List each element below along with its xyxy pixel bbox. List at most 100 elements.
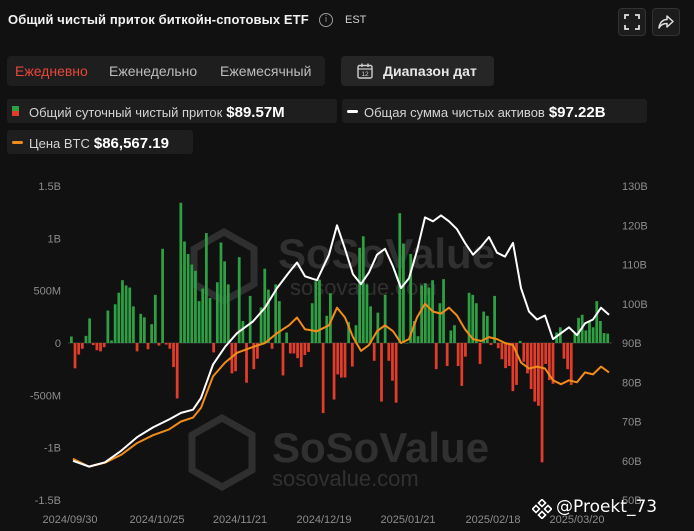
inflow-bar — [95, 343, 99, 351]
inflow-bar — [150, 324, 154, 343]
inflow-bar — [245, 343, 248, 383]
inflow-bar — [234, 343, 237, 372]
credit-text: @Proekt_73 — [556, 497, 658, 517]
inflow-bar — [485, 315, 489, 343]
inflow-bar — [489, 343, 493, 346]
legend-btc-price[interactable]: Цена BTC $86,567.19 — [7, 130, 193, 154]
inflow-bar — [299, 343, 303, 368]
net-assets-line — [72, 214, 610, 468]
inflow-bar — [555, 332, 559, 343]
x-tick-label: 2025/02/18 — [465, 514, 520, 526]
legend-inflow-label: Общий суточный чистый приток — [29, 105, 223, 120]
x-tick-label: 2025/03/20 — [549, 514, 604, 526]
legend-assets-label: Общая сумма чистых активов — [364, 105, 545, 120]
inflow-bar — [515, 343, 518, 385]
inflow-bar — [321, 343, 325, 414]
inflow-bar — [511, 343, 515, 392]
inflow-bar — [606, 333, 610, 343]
inflow-bars — [70, 202, 610, 463]
legend-inflow[interactable]: Общий суточный чистый приток $89.57M — [7, 99, 337, 123]
inflow-bar — [307, 343, 310, 352]
inflow-bar — [551, 343, 555, 384]
inflow-bar — [128, 287, 132, 343]
inflow-bar — [453, 325, 456, 343]
inflow-bar — [467, 292, 471, 343]
inflow-bar — [358, 247, 361, 343]
inflow-bar — [318, 279, 321, 343]
inflow-bar — [343, 343, 347, 378]
right-tick-label: 60B — [622, 456, 642, 468]
btc-price-line — [72, 302, 610, 468]
inflow-bar — [584, 330, 588, 343]
inflow-bar — [595, 301, 599, 343]
inflow-bar — [183, 241, 186, 343]
inflow-bar — [259, 307, 263, 343]
inflow-bar — [533, 343, 537, 402]
inflow-bar — [281, 343, 285, 376]
inflow-bar — [350, 343, 354, 367]
inflow-bar — [186, 254, 190, 343]
calendar-icon: 12 — [357, 63, 373, 79]
inflow-bar — [303, 343, 307, 356]
etf-flow-chart: SoSoValuesosovalue.comSoSoValuesosovalue… — [30, 181, 648, 526]
inflow-bar — [248, 295, 252, 343]
inflow-bar — [420, 285, 424, 343]
x-tick-label: 2024/12/19 — [296, 514, 351, 526]
inflow-bar — [398, 213, 402, 343]
inflow-bar — [475, 303, 478, 343]
right-tick-label: 120B — [622, 220, 648, 232]
inflow-bar — [544, 343, 548, 364]
inflow-bar — [354, 325, 358, 343]
inflow-bar — [314, 281, 318, 343]
inflow-bar — [153, 294, 157, 343]
inflow-bar — [427, 287, 431, 343]
inflow-bar — [208, 297, 212, 343]
right-tick-label: 100B — [622, 299, 648, 311]
inflow-bar — [518, 340, 522, 343]
inflow-bar — [91, 343, 95, 346]
inflow-bar — [383, 294, 387, 343]
inflow-bar — [263, 268, 267, 343]
inflow-bar — [99, 343, 102, 352]
share-button[interactable] — [652, 8, 680, 36]
inflow-bar — [106, 310, 110, 343]
legend-btc-value: $86,567.19 — [93, 135, 169, 152]
expand-button[interactable] — [618, 8, 646, 36]
inflow-bar — [496, 343, 500, 349]
right-tick-label: 80B — [622, 377, 642, 389]
right-tick-label: 90B — [622, 338, 642, 350]
inflow-bar — [241, 321, 245, 343]
inflow-bar — [124, 285, 128, 343]
info-icon[interactable]: i — [319, 13, 333, 27]
inflow-bar — [139, 313, 143, 343]
inflow-bar — [391, 343, 394, 381]
legend-assets-value: $97.22B — [548, 104, 606, 121]
legend-net-assets[interactable]: Общая сумма чистых активов $97.22B — [342, 99, 647, 123]
inflow-bar — [157, 343, 161, 346]
chart-title: Общий чистый приток биткойн-спотовых ETF — [8, 12, 309, 27]
inflow-bar — [438, 303, 442, 343]
inflow-bar — [577, 317, 580, 343]
x-tick-label: 2025/01/21 — [380, 514, 435, 526]
inflow-bar — [172, 343, 175, 368]
inflow-bar — [179, 202, 183, 343]
tab-daily[interactable]: Ежедневно — [15, 63, 88, 79]
inflow-bar — [478, 343, 482, 364]
inflow-bar — [449, 330, 453, 343]
legend-inflow-value: $89.57M — [226, 104, 285, 121]
right-tick-label: 50B — [622, 495, 642, 507]
btc-price-line-icon — [12, 141, 23, 144]
inflow-bar — [296, 343, 299, 359]
inflow-bar — [205, 233, 208, 343]
inflow-bar — [369, 306, 372, 343]
inflow-bar — [285, 332, 289, 343]
tab-monthly[interactable]: Ежемесячный — [220, 63, 312, 79]
tab-weekly[interactable]: Еженедельно — [109, 63, 198, 79]
date-range-button[interactable]: 12 Диапазон дат — [341, 56, 494, 86]
left-tick-label: 0 — [55, 338, 61, 350]
period-selector: Ежедневно Еженедельно Ежемесячный — [7, 56, 325, 86]
inflow-bar — [73, 343, 77, 369]
net-assets-line-icon — [347, 110, 358, 113]
inflow-bar — [591, 327, 595, 343]
inflow-bar — [267, 289, 270, 343]
